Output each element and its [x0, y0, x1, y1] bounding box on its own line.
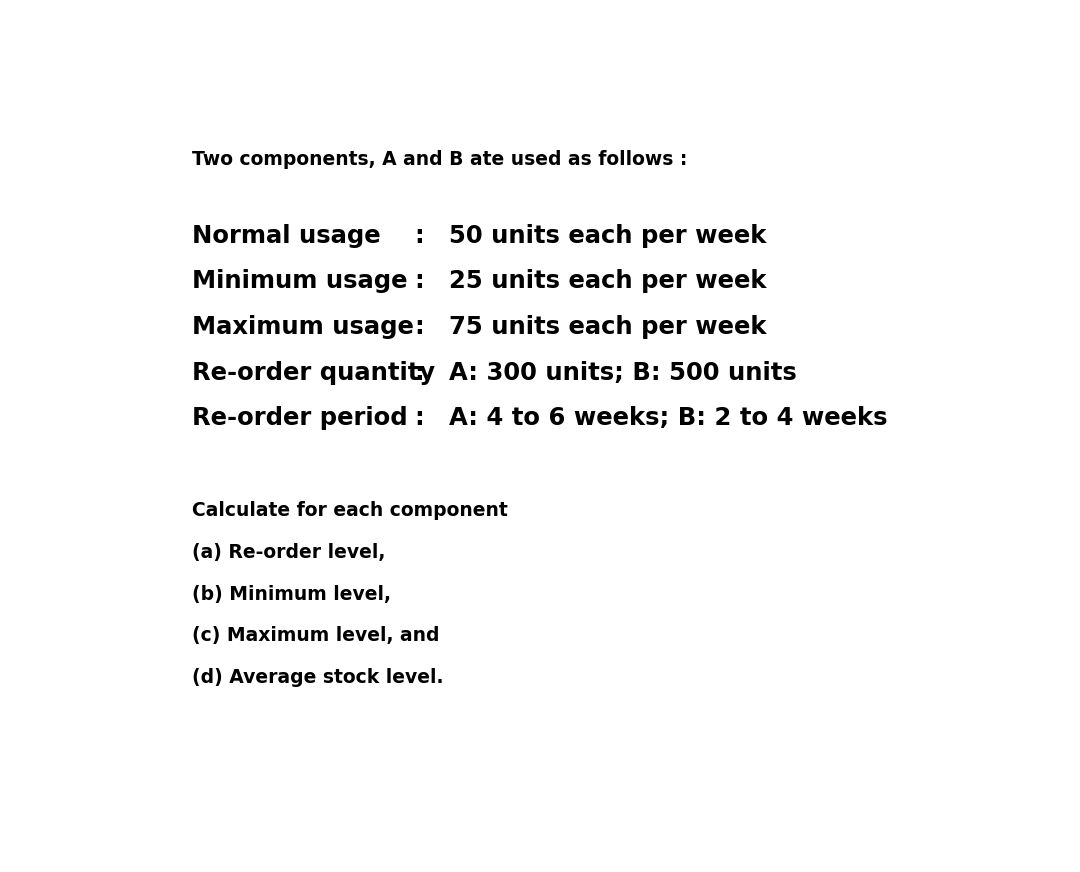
Text: (c) Maximum level, and: (c) Maximum level, and: [192, 626, 440, 645]
Text: 75 units each per week: 75 units each per week: [449, 315, 767, 339]
Text: Re-order period: Re-order period: [192, 406, 407, 430]
Text: Calculate for each component: Calculate for each component: [192, 501, 508, 521]
Text: :: :: [415, 360, 424, 385]
Text: :: :: [415, 269, 424, 293]
Text: Normal usage: Normal usage: [192, 223, 380, 248]
Text: A: 4 to 6 weeks; B: 2 to 4 weeks: A: 4 to 6 weeks; B: 2 to 4 weeks: [449, 406, 888, 430]
Text: :: :: [415, 315, 424, 339]
Text: :: :: [415, 223, 424, 248]
Text: Minimum usage: Minimum usage: [192, 269, 407, 293]
Text: :: :: [415, 406, 424, 430]
Text: 25 units each per week: 25 units each per week: [449, 269, 767, 293]
Text: 50 units each per week: 50 units each per week: [449, 223, 766, 248]
Text: (b) Minimum level,: (b) Minimum level,: [192, 584, 391, 603]
Text: Two components, A and B ate used as follows :: Two components, A and B ate used as foll…: [192, 150, 687, 169]
Text: Re-order quantity: Re-order quantity: [192, 360, 435, 385]
Text: (a) Re-order level,: (a) Re-order level,: [192, 543, 386, 562]
Text: Maximum usage: Maximum usage: [192, 315, 414, 339]
Text: A: 300 units; B: 500 units: A: 300 units; B: 500 units: [449, 360, 797, 385]
Text: (d) Average stock level.: (d) Average stock level.: [192, 668, 444, 687]
